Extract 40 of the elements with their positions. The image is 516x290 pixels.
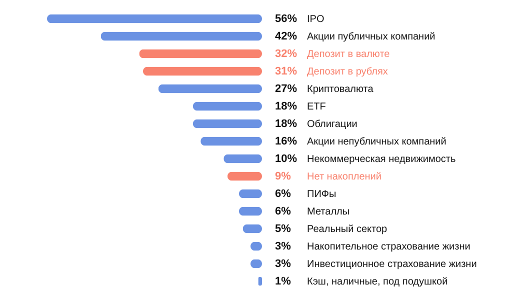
y-tick-label: Накопительное страхование жизни bbox=[307, 241, 470, 252]
data-label: 42% bbox=[275, 30, 298, 42]
data-label: 31% bbox=[275, 65, 298, 78]
y-tick-label: Депозит в рублях bbox=[307, 66, 388, 78]
y-tick-label: Нет накоплений bbox=[307, 171, 382, 182]
y-tick-label: Акции публичных компаний bbox=[307, 31, 436, 42]
bar bbox=[47, 14, 262, 24]
data-label: 6% bbox=[275, 188, 292, 200]
y-tick-label: Инвестиционное страхование жизни bbox=[307, 258, 477, 270]
data-label: 5% bbox=[275, 222, 292, 235]
y-tick-label: Облигации bbox=[307, 118, 358, 130]
bar bbox=[158, 84, 262, 94]
y-tick-label: ETF bbox=[307, 101, 326, 112]
y-tick-label: IPO bbox=[307, 14, 324, 25]
y-tick-label: Кэш, наличные, под подушкой bbox=[307, 276, 448, 288]
data-label: 18% bbox=[275, 100, 298, 112]
bar bbox=[200, 136, 262, 146]
data-label: 10% bbox=[275, 152, 298, 165]
data-label: 3% bbox=[275, 258, 292, 270]
bar bbox=[142, 66, 262, 76]
bar bbox=[192, 102, 262, 111]
bar bbox=[139, 49, 262, 58]
data-label: 56% bbox=[275, 12, 298, 25]
data-label: 27% bbox=[275, 82, 298, 95]
data-label: 6% bbox=[275, 205, 292, 218]
data-label: 16% bbox=[275, 135, 298, 148]
y-tick-label: Депозит в валюте bbox=[307, 48, 390, 60]
y-tick-label: Металлы bbox=[307, 206, 350, 218]
y-tick-label: Криптовалюта bbox=[307, 84, 374, 95]
y-tick-label: Акции непубличных компаний bbox=[307, 136, 446, 148]
data-label: 1% bbox=[275, 275, 292, 288]
y-tick-label: Реальный сектор bbox=[307, 224, 388, 235]
data-label: 3% bbox=[275, 240, 292, 252]
data-label: 9% bbox=[275, 170, 292, 182]
data-label: 32% bbox=[275, 48, 298, 60]
y-tick-label: Некоммерческая недвижимость bbox=[307, 154, 456, 165]
bar bbox=[192, 119, 262, 128]
data-label: 18% bbox=[275, 118, 298, 130]
y-tick-label: ПИФы bbox=[307, 188, 336, 200]
bar bbox=[100, 32, 262, 41]
